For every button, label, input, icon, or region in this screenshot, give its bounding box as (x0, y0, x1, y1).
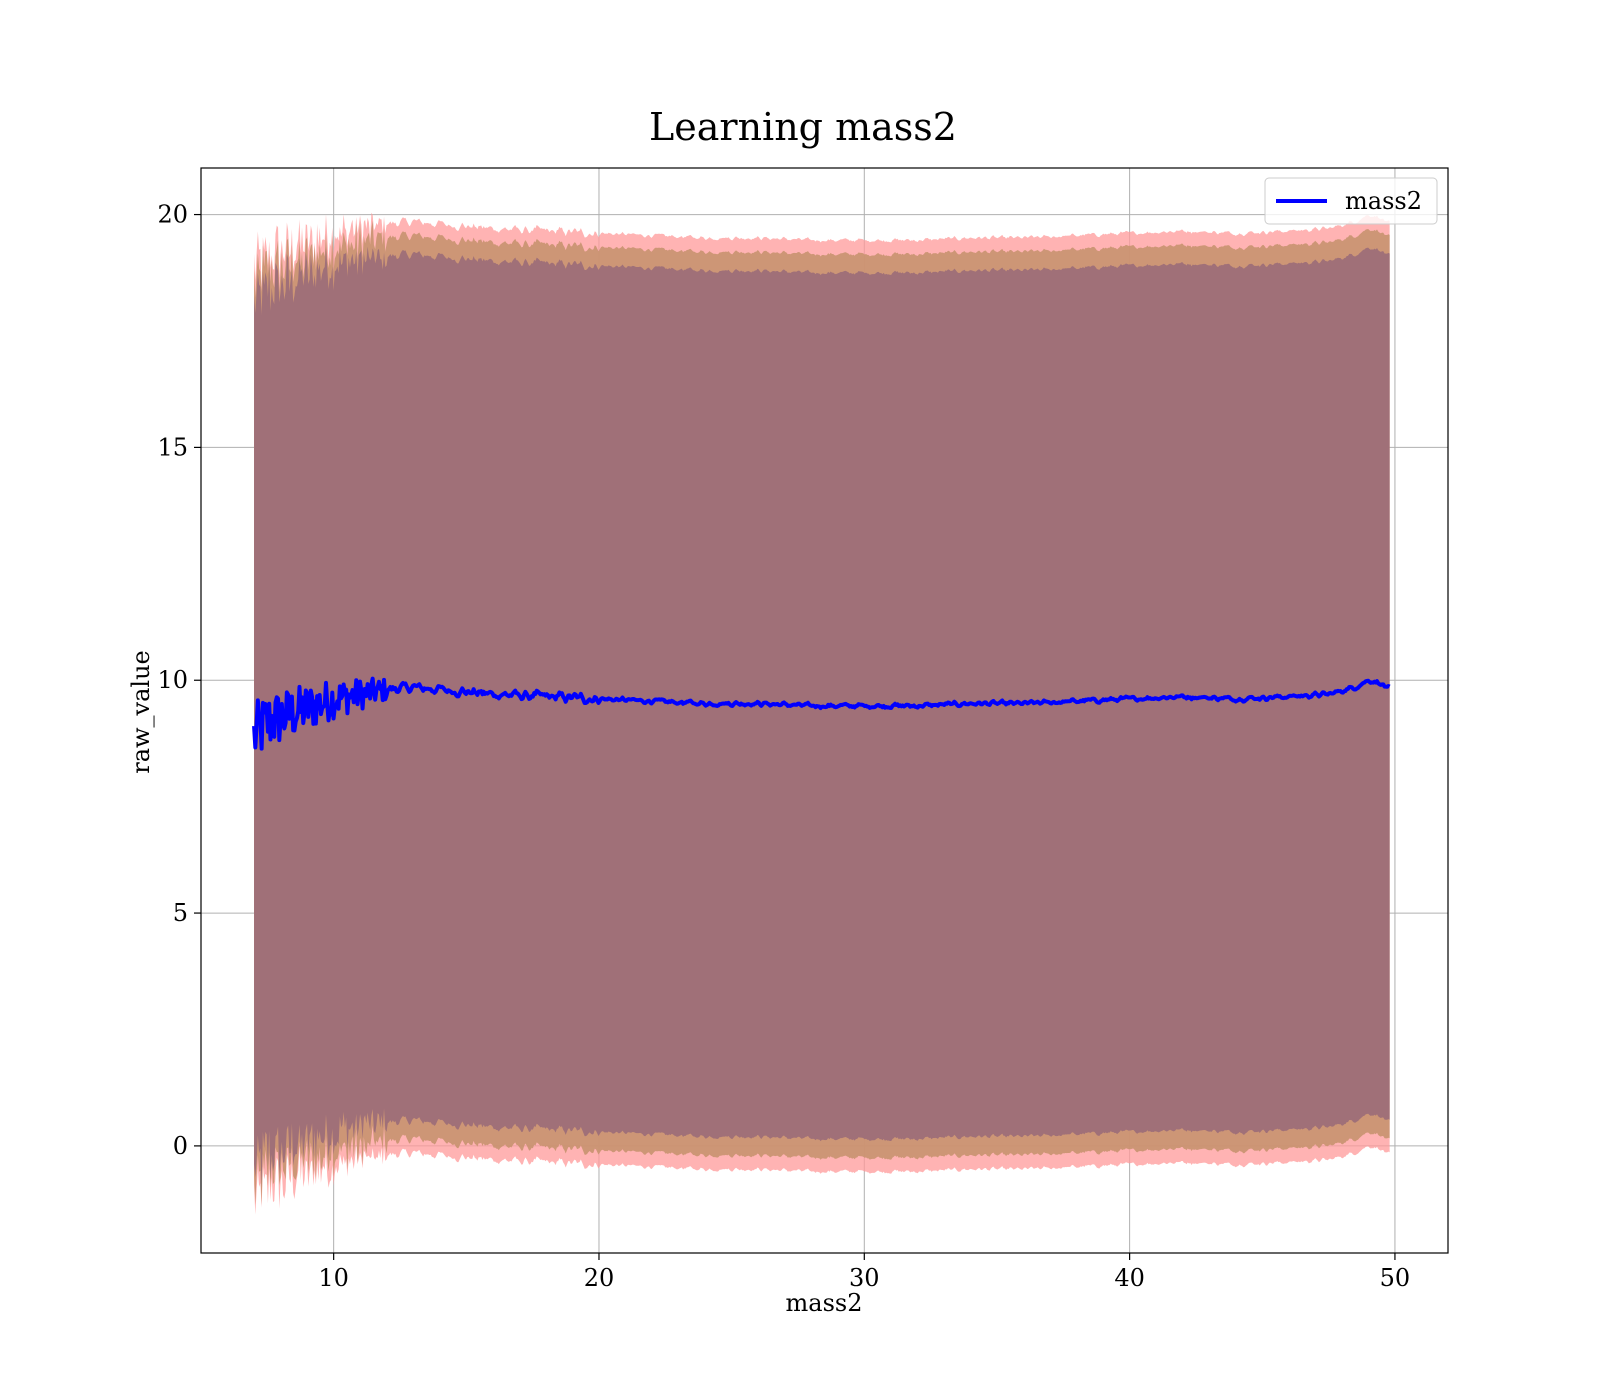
x-tick-label: 10 (318, 1264, 349, 1292)
legend: mass2 (1264, 177, 1438, 225)
y-tick-label: 0 (173, 1132, 188, 1160)
chart-title: Learning mass2 (649, 105, 957, 149)
y-axis-label: raw_value (127, 650, 155, 774)
series-line-mass2 (252, 676, 1391, 751)
series-line-layer (252, 676, 1391, 751)
y-tick-label: 10 (157, 666, 188, 694)
plot-frame (200, 167, 1449, 1254)
x-tick-label: 30 (849, 1264, 880, 1292)
x-tick-label: 40 (1114, 1264, 1145, 1292)
y-tick-label: 5 (173, 899, 188, 927)
x-axis-ticks: 10 20 30 40 50 (318, 1253, 1410, 1292)
x-tick-label: 20 (584, 1264, 615, 1292)
confidence-bands (254, 212, 1390, 1215)
legend-box (1264, 177, 1438, 225)
x-tick-label: 50 (1380, 1264, 1411, 1292)
x-axis-label: mass2 (786, 1289, 863, 1317)
band-inner (254, 246, 1390, 1187)
y-tick-label: 15 (157, 433, 188, 461)
y-axis-ticks: 0 5 10 15 20 (157, 201, 201, 1160)
legend-label-mass2: mass2 (1345, 187, 1422, 215)
y-tick-label: 20 (157, 201, 188, 229)
